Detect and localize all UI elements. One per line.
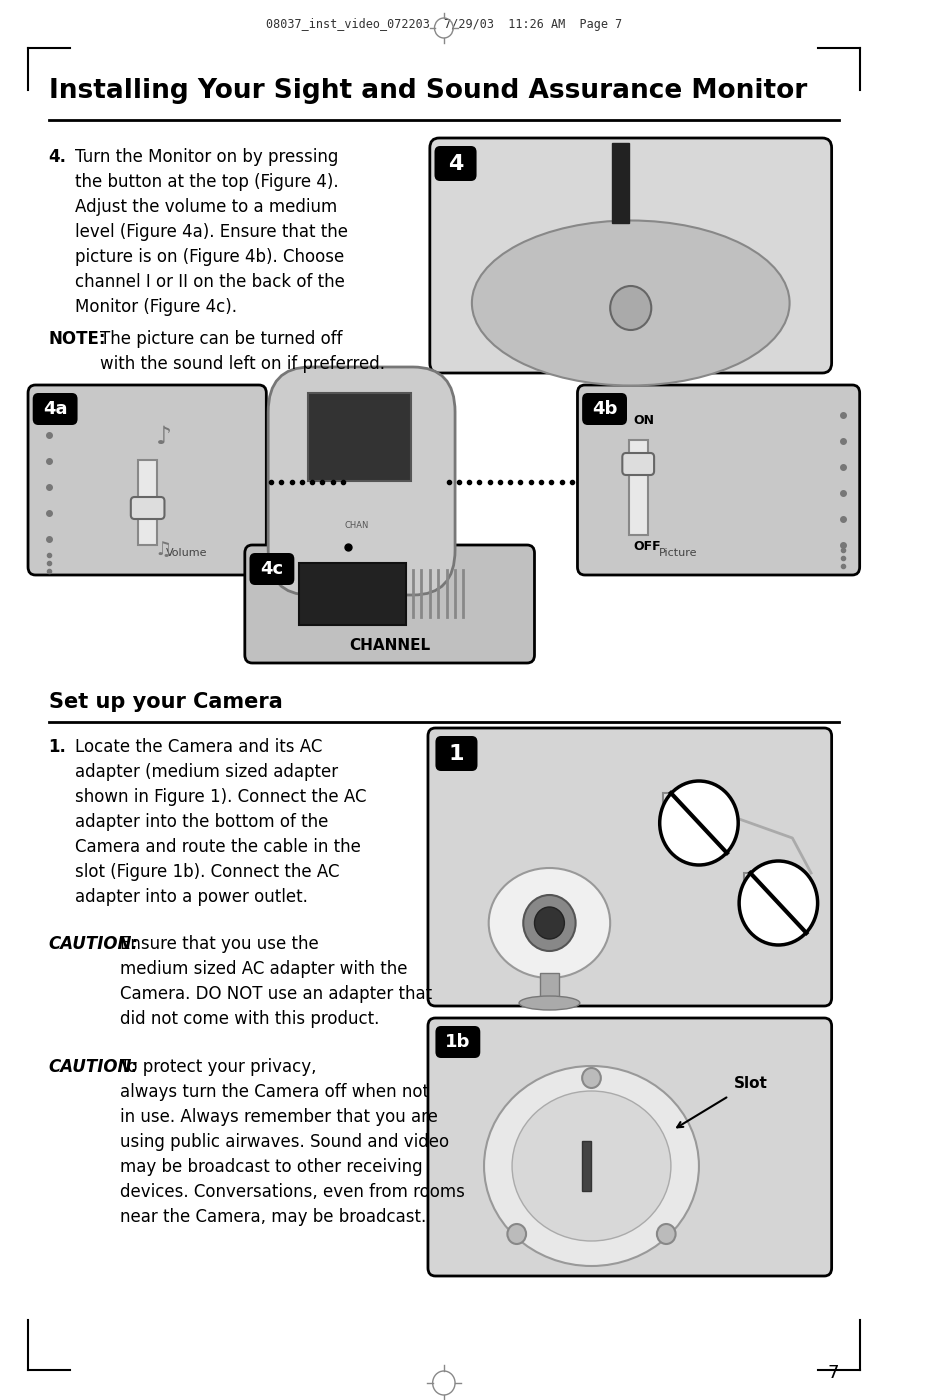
Bar: [139, 461, 157, 545]
FancyBboxPatch shape: [250, 553, 294, 585]
Text: Slot: Slot: [733, 1075, 768, 1091]
Text: Volume: Volume: [166, 547, 208, 559]
Text: Ensure that you use the
medium sized AC adapter with the
Camera. DO NOT use an a: Ensure that you use the medium sized AC …: [120, 935, 431, 1028]
Ellipse shape: [472, 220, 789, 385]
Circle shape: [507, 1224, 526, 1245]
FancyBboxPatch shape: [582, 393, 627, 426]
FancyBboxPatch shape: [428, 728, 831, 1007]
Text: NOTE:: NOTE:: [48, 330, 106, 349]
FancyBboxPatch shape: [578, 385, 860, 575]
Text: Installing Your Sight and Sound Assurance Monitor: Installing Your Sight and Sound Assuranc…: [48, 78, 807, 104]
Bar: [299, 563, 407, 624]
Circle shape: [582, 1068, 600, 1088]
Bar: [309, 393, 411, 482]
Circle shape: [535, 907, 564, 939]
FancyBboxPatch shape: [131, 497, 164, 519]
FancyBboxPatch shape: [434, 146, 477, 181]
Text: CHANNEL: CHANNEL: [349, 637, 430, 652]
Circle shape: [610, 286, 652, 330]
Ellipse shape: [488, 868, 610, 979]
Text: 1.: 1.: [48, 738, 66, 756]
Text: Picture: Picture: [659, 547, 697, 559]
FancyBboxPatch shape: [428, 1018, 831, 1275]
Bar: [663, 792, 714, 834]
Bar: [744, 874, 795, 916]
Bar: [582, 1141, 592, 1191]
FancyBboxPatch shape: [435, 1026, 481, 1058]
Text: ♫: ♫: [155, 540, 172, 560]
FancyBboxPatch shape: [622, 454, 655, 475]
Bar: [612, 143, 629, 223]
Text: 1: 1: [448, 743, 465, 763]
Text: 4.: 4.: [48, 148, 66, 167]
Text: ♪: ♪: [156, 426, 172, 449]
Text: To protect your privacy,
always turn the Camera off when not
in use. Always reme: To protect your privacy, always turn the…: [120, 1058, 465, 1226]
FancyBboxPatch shape: [429, 139, 831, 372]
Ellipse shape: [512, 1091, 671, 1240]
Text: 4a: 4a: [43, 400, 67, 419]
Text: Locate the Camera and its AC
adapter (medium sized adapter
shown in Figure 1). C: Locate the Camera and its AC adapter (me…: [75, 738, 367, 906]
Text: 4c: 4c: [260, 560, 283, 578]
Text: ON: ON: [634, 413, 655, 427]
Text: CAUTION:: CAUTION:: [48, 935, 139, 953]
Text: 7: 7: [827, 1364, 839, 1382]
Circle shape: [656, 1224, 675, 1245]
Ellipse shape: [519, 995, 580, 1009]
Circle shape: [659, 781, 738, 865]
Text: 1b: 1b: [446, 1033, 470, 1051]
Text: Set up your Camera: Set up your Camera: [48, 692, 282, 713]
Bar: [541, 973, 559, 998]
Text: OFF: OFF: [634, 540, 661, 553]
Circle shape: [739, 861, 818, 945]
FancyBboxPatch shape: [245, 545, 535, 664]
Text: CHAN: CHAN: [345, 521, 370, 529]
FancyBboxPatch shape: [268, 367, 455, 595]
Text: 4b: 4b: [592, 400, 618, 419]
Bar: [629, 440, 648, 535]
Ellipse shape: [484, 1065, 699, 1266]
FancyBboxPatch shape: [435, 736, 478, 771]
FancyBboxPatch shape: [32, 393, 78, 426]
Text: 08037_inst_video_072203  7/29/03  11:26 AM  Page 7: 08037_inst_video_072203 7/29/03 11:26 AM…: [266, 18, 622, 31]
Circle shape: [523, 895, 576, 951]
Text: Turn the Monitor on by pressing
the button at the top (Figure 4).
Adjust the vol: Turn the Monitor on by pressing the butt…: [75, 148, 348, 316]
FancyBboxPatch shape: [28, 385, 266, 575]
Text: 4: 4: [447, 154, 464, 174]
Text: The picture can be turned off
with the sound left on if preferred.: The picture can be turned off with the s…: [100, 330, 385, 372]
Text: CAUTION:: CAUTION:: [48, 1058, 139, 1077]
